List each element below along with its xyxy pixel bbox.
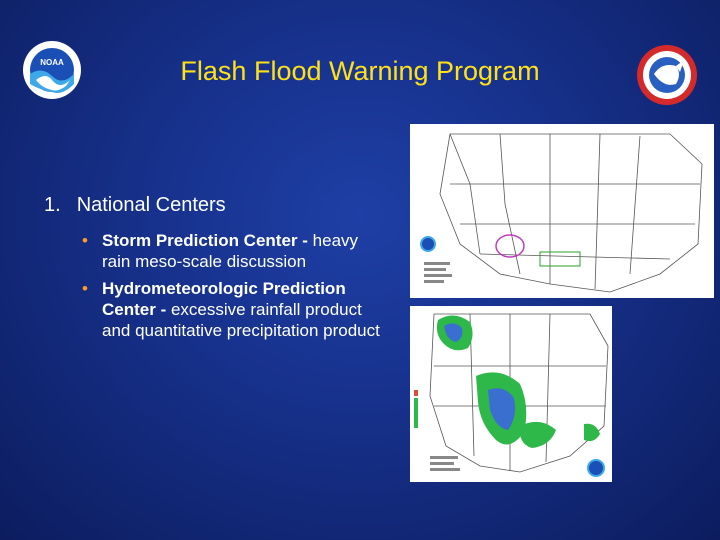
- noaa-logo-icon: NOAA: [22, 40, 82, 100]
- spc-mesoscale-discussion-map: [410, 124, 714, 298]
- section-heading: 1. National Centers: [44, 194, 226, 217]
- bullet-item: • Hydrometeorologic Prediction Center - …: [82, 278, 382, 341]
- section-label: National Centers: [76, 194, 226, 216]
- bullet-text: excessive rainfall product and quantitat…: [102, 300, 380, 340]
- slide-title: Flash Flood Warning Program: [180, 56, 540, 86]
- bullet-lead: Storm Prediction Center -: [102, 231, 308, 250]
- hpc-qpf-map: [410, 306, 612, 482]
- bullet-item: • Storm Prediction Center - heavy rain m…: [82, 230, 382, 272]
- bullet-dot-icon: •: [82, 231, 88, 250]
- bullet-dot-icon: •: [82, 279, 88, 298]
- bullet-text: heavy rain meso-scale discussion: [102, 231, 359, 271]
- bullet-lead: Hydrometeorologic Prediction Center -: [102, 279, 346, 319]
- bullet-list: • Storm Prediction Center - heavy rain m…: [82, 230, 382, 347]
- nws-logo-icon: [636, 44, 698, 106]
- svg-text:NOAA: NOAA: [40, 58, 64, 67]
- section-number: 1.: [44, 194, 61, 216]
